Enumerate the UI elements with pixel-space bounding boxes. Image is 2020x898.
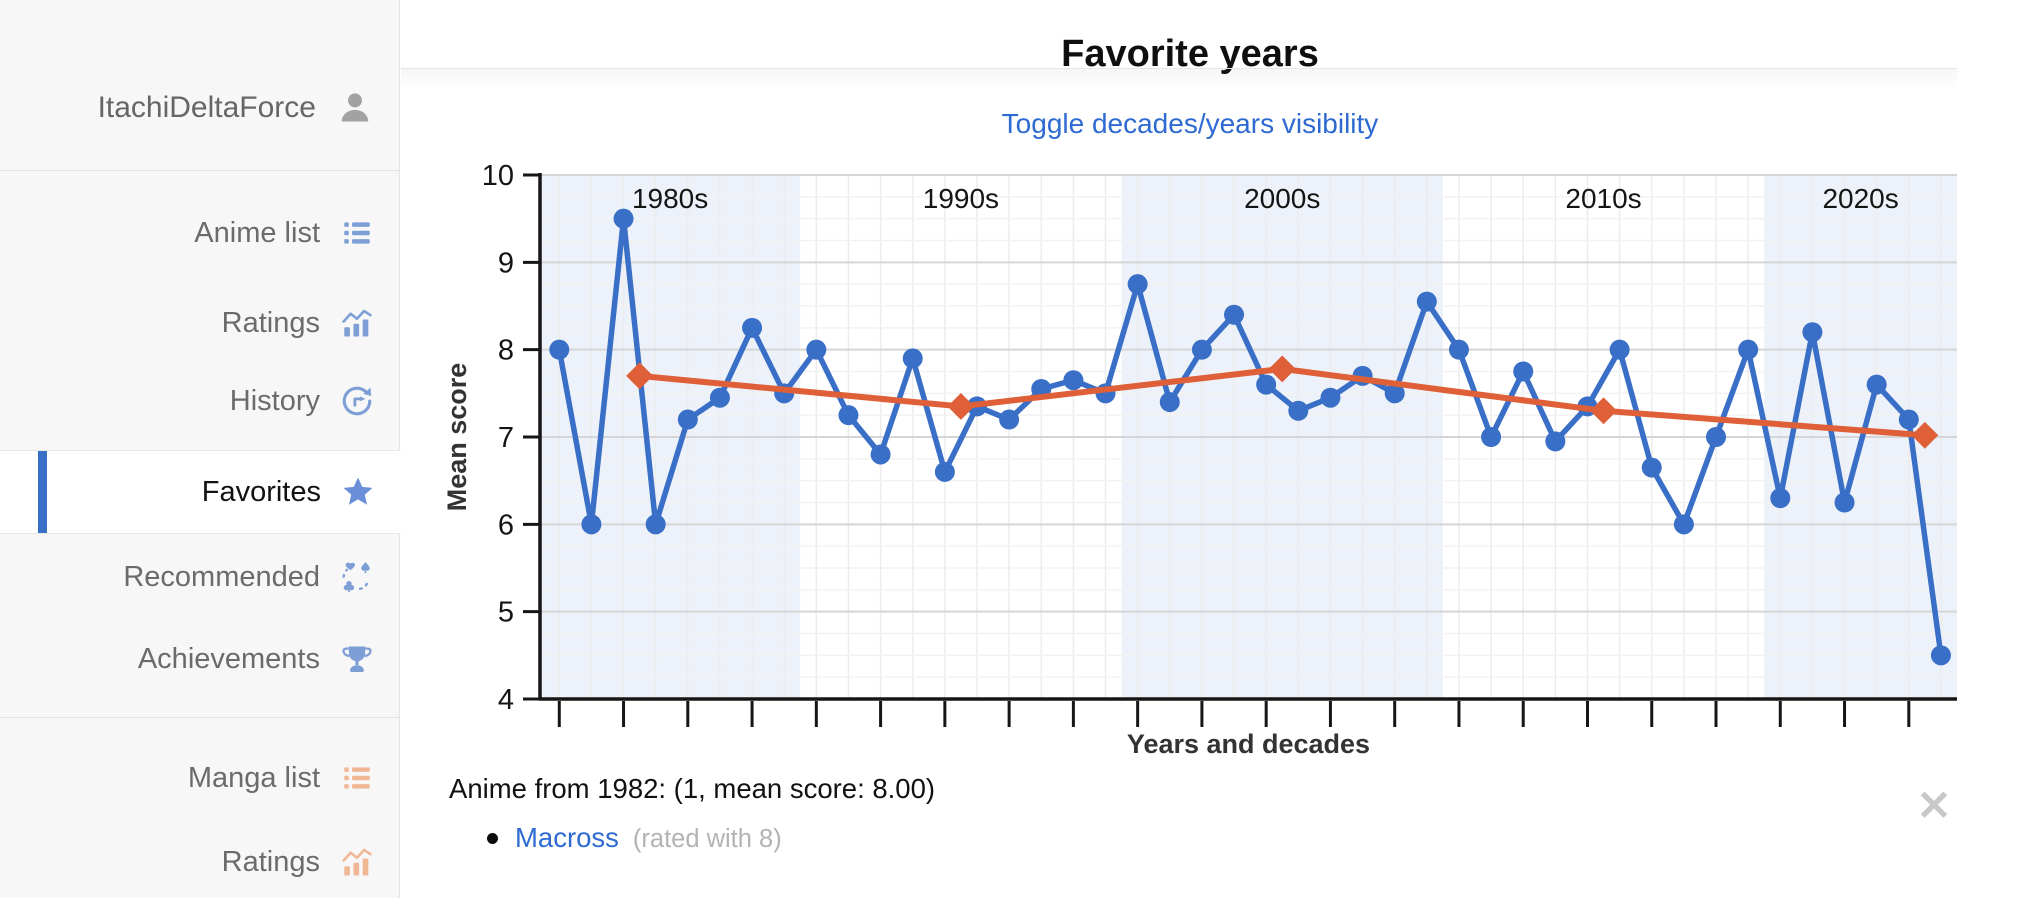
rating-note: (rated with 8): [632, 825, 782, 853]
username-label: ItachiDeltaForce: [97, 91, 316, 124]
sidebar-item-recommended[interactable]: Recommended: [0, 545, 400, 609]
svg-text:1980s: 1980s: [632, 183, 708, 214]
sidebar-username[interactable]: ItachiDeltaForce: [0, 76, 400, 140]
svg-text:2000s: 2000s: [1244, 183, 1320, 214]
svg-text:5: 5: [498, 597, 514, 629]
trophy-icon: [342, 646, 372, 673]
sidebar-item-achievements[interactable]: Achievements: [0, 627, 400, 691]
sidebar-divider: [0, 717, 400, 718]
sidebar-item-favorites[interactable]: Favorites: [0, 450, 401, 534]
user-icon: [341, 93, 369, 122]
sidebar-item-label: Recommended: [123, 560, 320, 593]
sidebar-item-manga-list[interactable]: Manga list: [0, 746, 400, 810]
tooltip-summary: Anime from 1982: (1, mean score: 8.00): [449, 773, 936, 804]
svg-text:10: 10: [482, 160, 514, 192]
toggle-visibility-link[interactable]: Toggle decades/years visibility: [1001, 108, 1379, 139]
tooltip-anime-item: Macross (rated with 8): [449, 822, 782, 854]
svg-text:8: 8: [498, 335, 514, 367]
header-divider: [401, 68, 1957, 69]
sidebar-item-label: Manga list: [187, 761, 320, 794]
anime-title-link[interactable]: Macross: [515, 822, 619, 853]
sidebar-item-label: Anime list: [194, 216, 320, 249]
svg-text:2010s: 2010s: [1565, 183, 1641, 214]
recommended-icon: [342, 562, 370, 593]
svg-text:4: 4: [498, 684, 514, 716]
sidebar-item-history[interactable]: History: [0, 369, 400, 433]
svg-text:1990s: 1990s: [923, 183, 999, 214]
active-indicator-bar: [38, 451, 47, 533]
toggle-wrap: Toggle decades/years visibility: [400, 104, 1980, 149]
svg-text:9: 9: [498, 247, 514, 279]
sidebar-item-label: Favorites: [201, 475, 321, 508]
ratings-chart-icon: [342, 848, 372, 876]
sidebar: ItachiDeltaForce Anime list Ratings Hist…: [0, 0, 401, 898]
list-icon: [344, 222, 370, 244]
sidebar-item-anime-list[interactable]: Anime list: [0, 201, 400, 265]
list-icon: [344, 767, 370, 789]
sidebar-item-label: Achievements: [137, 642, 320, 675]
svg-text:6: 6: [498, 509, 514, 541]
svg-text:Years and decades: Years and decades: [1127, 729, 1370, 759]
star-icon: [343, 477, 373, 505]
sidebar-item-anime-ratings[interactable]: Ratings: [0, 291, 400, 355]
svg-text:7: 7: [498, 422, 514, 454]
svg-text:2020s: 2020s: [1822, 183, 1898, 214]
svg-text:Mean score: Mean score: [442, 363, 472, 512]
ratings-chart-icon: [342, 309, 372, 337]
sidebar-item-label: Ratings: [221, 845, 320, 878]
sidebar-divider: [0, 170, 400, 171]
sidebar-item-manga-ratings[interactable]: Ratings: [0, 830, 400, 894]
bullet-icon: [487, 832, 498, 844]
sidebar-item-label: History: [229, 384, 320, 417]
close-icon[interactable]: ✕: [1916, 782, 1952, 829]
sidebar-item-label: Ratings: [221, 306, 320, 339]
header-shadow: [401, 69, 1957, 91]
history-icon: [342, 386, 372, 416]
